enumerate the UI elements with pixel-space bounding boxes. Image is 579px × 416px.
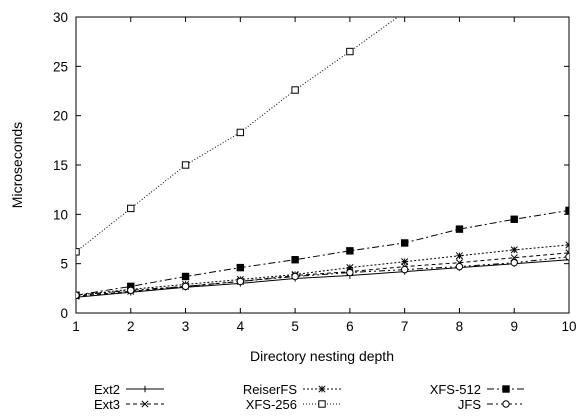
data-point-xfs-256 [401,9,407,15]
data-point-jfs [76,291,80,299]
data-point-xfs-512 [181,272,190,281]
data-point-xfs-256 [76,248,80,256]
legend-marker [502,400,510,408]
series-layer [76,9,569,301]
data-point-xfs-512 [400,239,409,247]
legend-label: XFS-512 [430,382,481,397]
data-point-reiserfs [455,252,463,260]
plot-frame [75,16,570,314]
data-point-xfs-256 [291,86,299,94]
legend-marker [502,385,510,393]
data-point-jfs [400,265,409,274]
y-tick-label: 30 [53,10,68,25]
data-point-jfs [291,272,299,281]
y-tick-label: 20 [53,109,68,124]
legend-item-ext2: Ext2 [94,382,164,397]
y-tick-label: 25 [53,59,68,74]
series-line-reiserfs [76,244,569,296]
series-line-ext2 [76,259,569,298]
x-tick-label: 6 [346,319,354,334]
legend-marker [318,385,326,393]
data-point-jfs [236,277,245,286]
y-tick-label: 15 [53,158,68,173]
data-point-xfs-512 [291,256,299,264]
data-point-xfs-512 [346,247,354,255]
data-point-xfs-512 [565,206,569,215]
x-tick-label: 9 [510,319,518,334]
data-point-jfs [565,253,569,261]
series-jfs [76,253,569,299]
data-point-xfs-512 [455,225,464,233]
legend-marker [141,400,149,408]
legend-item-ext3: Ext3 [94,397,164,412]
data-point-xfs-256 [346,47,354,56]
legend-label: ReiserFS [243,382,298,397]
y-axis-label: Microseconds [9,122,25,208]
series-line-xfs-512 [76,209,569,296]
x-tick-label: 8 [456,319,464,334]
data-point-xfs-256 [236,128,245,137]
series-xfs-512 [76,206,569,299]
ticks: 1 2 3 4 5 6 7 8 9 10 0 5 10 15 20 25 30 [53,10,577,334]
legend-marker [318,400,326,408]
legend-marker [141,385,149,393]
x-tick-label: 4 [237,319,245,334]
x-tick-label: 10 [561,319,576,334]
y-tick-label: 5 [60,257,68,272]
data-point-jfs [127,286,135,295]
legend-item-xfs-256: XFS-256 [246,397,341,412]
series-xfs-256 [76,9,407,256]
data-point-xfs-512 [236,263,245,272]
axes [75,16,570,314]
y-tick-label: 10 [53,207,68,222]
x-axis-label: Directory nesting depth [250,348,394,364]
series-line-ext3 [76,252,569,297]
x-tick-label: 7 [401,319,409,334]
data-point-reiserfs [346,264,354,272]
y-tick-label: 0 [60,306,68,321]
data-point-xfs-256 [127,204,135,213]
legend-label: Ext2 [94,382,120,397]
x-tick-label: 5 [291,319,299,334]
x-tick-label: 1 [72,319,80,334]
series-ext2 [76,256,569,301]
legend-label: Ext3 [94,397,120,411]
x-tick-label: 3 [182,319,190,334]
data-point-reiserfs [401,258,409,266]
series-line-jfs [76,256,569,296]
legend-item-reiserfs: ReiserFS [243,382,341,397]
legend-item-xfs-512: XFS-512 [430,382,525,397]
data-point-jfs [455,262,464,271]
data-point-jfs [510,258,518,267]
data-point-reiserfs [510,246,518,254]
series-line-xfs-256 [76,17,399,253]
data-point-xfs-256 [181,161,190,169]
data-point-xfs-512 [510,215,518,223]
legend-label: JFS [458,397,481,411]
data-point-jfs [181,282,190,291]
x-tick-label: 2 [127,319,135,334]
data-point-reiserfs [565,241,569,249]
data-point-jfs [346,268,354,277]
legend-item-jfs: JFS [458,397,525,412]
legend-label: XFS-256 [246,397,297,411]
